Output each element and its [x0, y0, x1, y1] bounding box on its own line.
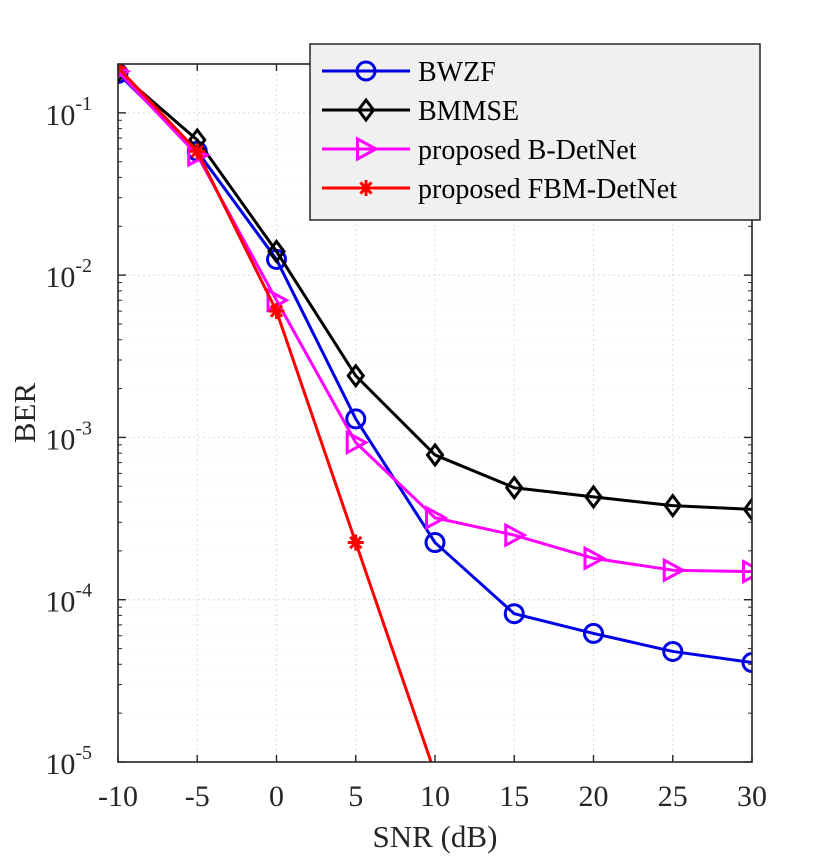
y-tick-label: 10-1 — [45, 93, 92, 132]
x-tick-label: 15 — [499, 780, 529, 813]
data-point — [504, 475, 524, 501]
y-axis-label: BER — [7, 383, 42, 444]
series-proposed-fbm-detnet — [118, 64, 433, 762]
legend-marker — [355, 60, 377, 82]
y-tick-exponent: -5 — [75, 742, 92, 764]
legend-marker — [356, 136, 380, 162]
x-tick-label: 0 — [269, 780, 284, 813]
data-point — [583, 622, 604, 644]
series-line — [118, 72, 752, 665]
data-point — [189, 143, 206, 160]
x-tick-label: -10 — [98, 780, 138, 813]
legend-label: proposed FBM-DetNet — [418, 174, 677, 205]
legend: BWZF BMMSE proposed B-DetNet proposed FBM-D… — [309, 43, 761, 221]
data-point — [425, 442, 445, 468]
data-point — [347, 534, 364, 551]
legend-entry: proposed B-DetNet — [322, 135, 637, 166]
data-point — [346, 363, 366, 389]
y-tick-exponent: -4 — [75, 580, 92, 602]
legend-entry: BMMSE — [322, 96, 519, 127]
y-tick-exponent: -1 — [75, 93, 92, 115]
data-point — [425, 505, 449, 531]
legend-label: BWZF — [418, 57, 496, 88]
x-tick-label: 10 — [420, 780, 450, 813]
data-point — [503, 603, 525, 625]
data-point — [584, 484, 603, 510]
y-tick-label: 10-5 — [45, 742, 92, 781]
data-point — [742, 496, 752, 522]
legend-label: BMMSE — [418, 96, 519, 127]
x-tick-label: 25 — [658, 780, 688, 813]
data-point — [583, 545, 607, 571]
data-point — [345, 430, 369, 456]
data-point — [118, 64, 126, 76]
y-tick-exponent: -2 — [75, 255, 92, 277]
data-point — [504, 522, 528, 548]
x-tick-label: 20 — [579, 780, 609, 813]
legend-box — [309, 43, 761, 221]
y-tick-label: 10-3 — [45, 417, 92, 456]
data-point — [742, 559, 752, 585]
data-point — [267, 238, 286, 264]
x-tick-label: -5 — [185, 780, 210, 813]
x-axis-label: SNR (dB) — [373, 819, 498, 854]
x-tick-label: 5 — [348, 780, 363, 813]
legend-entry: BWZF — [322, 57, 496, 88]
data-point — [741, 652, 752, 674]
data-point — [663, 493, 683, 519]
series-line — [118, 70, 752, 511]
data-point — [424, 532, 446, 554]
y-tick-exponent: -3 — [75, 417, 92, 439]
data-point — [345, 408, 367, 430]
axes-ticks — [117, 63, 753, 763]
legend-entry: proposed FBM-DetNet — [322, 174, 677, 205]
legend-marker — [356, 97, 376, 123]
data-point — [268, 303, 285, 320]
data-point — [662, 640, 684, 662]
x-tick-label: 30 — [737, 780, 767, 813]
legend-marker — [358, 180, 374, 196]
series-layer — [118, 64, 752, 762]
legend-label: proposed B-DetNet — [418, 135, 637, 166]
y-tick-label: 10-2 — [45, 255, 92, 294]
data-point — [662, 557, 686, 583]
y-tick-label: 10-4 — [45, 580, 92, 619]
